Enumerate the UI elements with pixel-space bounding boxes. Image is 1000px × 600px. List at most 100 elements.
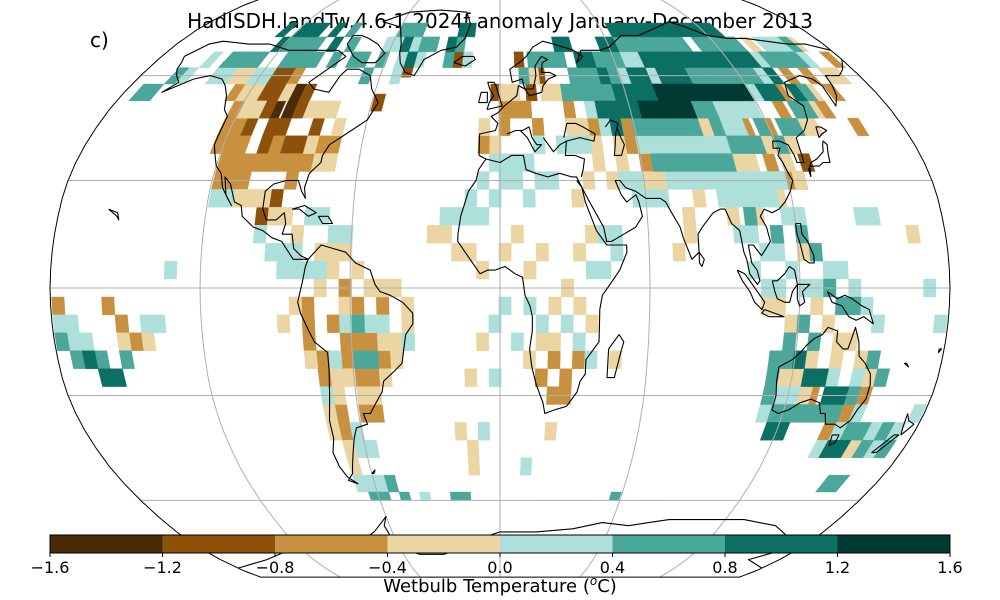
coastline bbox=[478, 21, 831, 156]
anomaly-cell bbox=[719, 153, 737, 172]
coastline bbox=[576, 59, 844, 285]
anomaly-cell bbox=[815, 474, 840, 493]
anomaly-cell bbox=[328, 350, 343, 369]
coastline bbox=[478, 91, 489, 104]
anomaly-cell bbox=[163, 260, 178, 280]
graticule bbox=[50, 0, 950, 578]
anomaly-cell bbox=[309, 22, 332, 38]
anomaly-cell bbox=[267, 135, 286, 154]
anomaly-cell bbox=[353, 350, 368, 369]
anomaly-cell bbox=[326, 422, 343, 441]
anomaly-cell bbox=[477, 422, 491, 441]
anomaly-cell bbox=[932, 314, 948, 333]
anomaly-cell bbox=[873, 440, 897, 458]
anomaly-cell bbox=[351, 314, 365, 333]
coastline bbox=[297, 244, 414, 485]
colorbar-label-sup: o bbox=[589, 574, 598, 588]
coastline bbox=[698, 251, 705, 268]
anomaly-cell bbox=[343, 36, 363, 52]
anomaly-cell bbox=[873, 368, 891, 387]
anomaly-cell bbox=[330, 117, 347, 137]
anomaly-cell bbox=[339, 225, 354, 244]
anomaly-cell bbox=[81, 350, 99, 369]
anomaly-cell bbox=[464, 368, 478, 387]
anomaly-cell bbox=[585, 314, 599, 333]
anomaly-cell bbox=[668, 100, 687, 119]
coastline bbox=[371, 469, 376, 474]
colorbar-box bbox=[725, 535, 838, 553]
anomaly-cell bbox=[510, 332, 524, 351]
anomaly-cell bbox=[808, 242, 824, 262]
anomaly-cell bbox=[454, 422, 468, 441]
coastline bbox=[506, 126, 543, 153]
anomaly-cell bbox=[591, 153, 607, 172]
anomaly-cell bbox=[303, 350, 319, 369]
coastline bbox=[161, 40, 379, 260]
coastline bbox=[796, 283, 811, 307]
anomaly-cell bbox=[426, 36, 441, 52]
coastline bbox=[795, 222, 815, 264]
coastline bbox=[563, 122, 596, 142]
anomaly-cell bbox=[581, 51, 597, 68]
anomaly-cell bbox=[198, 51, 225, 68]
anomaly-cell bbox=[843, 332, 859, 351]
anomaly-cell bbox=[376, 314, 390, 333]
anomaly-cell bbox=[535, 242, 549, 262]
coastline bbox=[903, 362, 910, 368]
anomaly-cell bbox=[683, 225, 698, 244]
anomaly-cell bbox=[128, 83, 155, 102]
anomaly-cell bbox=[580, 83, 595, 102]
coastline bbox=[771, 265, 798, 303]
anomaly-cell bbox=[488, 314, 502, 333]
anomaly-cell bbox=[560, 314, 574, 333]
anomaly-cell bbox=[665, 51, 685, 68]
anomaly-cell bbox=[274, 22, 300, 38]
anomaly-cell bbox=[247, 100, 268, 119]
colorbar-box bbox=[162, 535, 276, 553]
anomaly-cell bbox=[510, 225, 524, 244]
anomaly-cell bbox=[252, 225, 268, 244]
anomaly-cell bbox=[109, 368, 127, 387]
anomaly-cell bbox=[873, 422, 896, 441]
anomaly-cell bbox=[631, 189, 646, 208]
anomaly-cell bbox=[791, 350, 808, 369]
anomaly-cell bbox=[277, 83, 298, 102]
anomaly-cell bbox=[276, 314, 291, 333]
anomaly-cell bbox=[769, 225, 785, 244]
coastline bbox=[478, 154, 487, 160]
anomaly-cell bbox=[651, 83, 670, 102]
colorbar-box bbox=[387, 535, 501, 553]
colorbar-box bbox=[275, 535, 388, 553]
anomaly-cell bbox=[865, 207, 882, 226]
anomaly-cell bbox=[548, 296, 562, 316]
anomaly-cell bbox=[354, 51, 372, 68]
anomaly-cell bbox=[302, 135, 320, 154]
anomaly-cell bbox=[847, 296, 862, 316]
anomaly-cell bbox=[733, 83, 755, 102]
coastline bbox=[453, 55, 476, 67]
coastline bbox=[346, 34, 386, 64]
anomaly-cell bbox=[573, 296, 587, 316]
coastline bbox=[317, 215, 334, 225]
anomaly-cell bbox=[488, 368, 502, 387]
anomaly-cell bbox=[498, 296, 512, 316]
colorbar-tick-label: 0.4 bbox=[599, 558, 626, 577]
anomaly-cell bbox=[101, 296, 116, 316]
anomaly-cell bbox=[771, 422, 791, 441]
coastline bbox=[900, 413, 915, 436]
anomaly-cell bbox=[796, 153, 816, 172]
anomaly-cell bbox=[478, 117, 491, 137]
anomaly-cell bbox=[139, 314, 155, 333]
anomaly-cell bbox=[752, 117, 772, 137]
anomaly-cell bbox=[218, 51, 243, 68]
anomaly-cell bbox=[465, 22, 477, 38]
coastline bbox=[828, 434, 840, 447]
coastline bbox=[108, 208, 120, 221]
anomaly-cell bbox=[313, 260, 328, 280]
anomaly-cell bbox=[519, 457, 533, 476]
anomaly-cell bbox=[829, 440, 852, 458]
anomaly-cell bbox=[800, 368, 817, 387]
anomaly-cell bbox=[476, 260, 489, 280]
